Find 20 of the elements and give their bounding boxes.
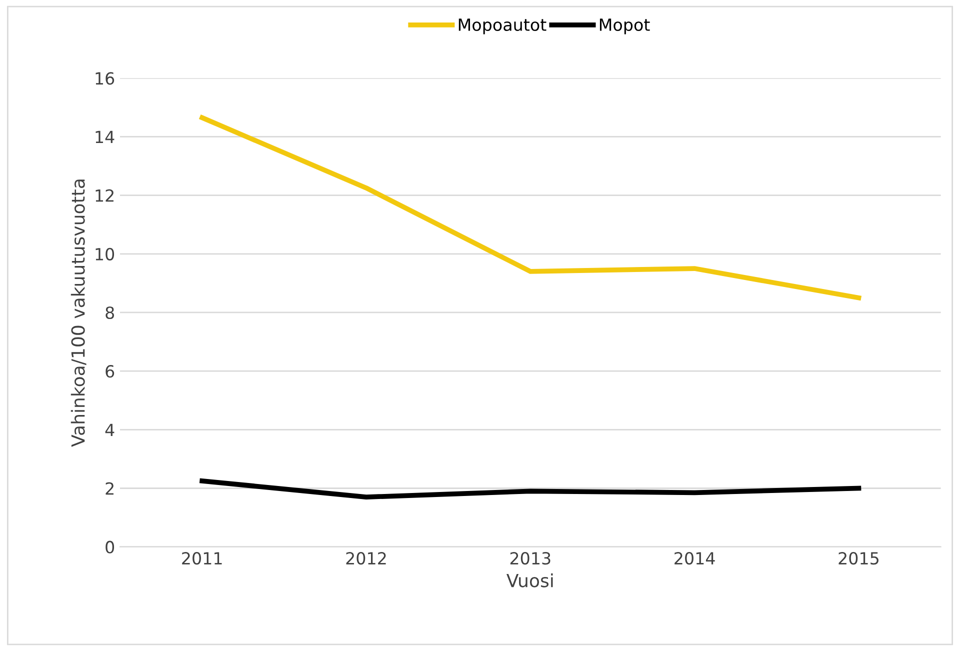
- y-tick-label: 14: [96, 130, 114, 144]
- x-axis-title: Vuosi: [506, 573, 553, 588]
- x-tick-label: 2011: [182, 552, 222, 565]
- y-tick-label: 6: [106, 365, 114, 378]
- legend-label: Mopoautot: [458, 18, 546, 34]
- x-tick-label: 2014: [674, 552, 715, 565]
- y-tick-label: 0: [106, 540, 114, 554]
- y-tick-label: 12: [96, 189, 114, 202]
- x-tick-label: 2013: [510, 552, 550, 565]
- y-tick-label: 10: [96, 248, 114, 260]
- y-tick-label: 16: [96, 72, 114, 85]
- y-tick-label: 8: [106, 306, 114, 320]
- line-series: [200, 478, 862, 500]
- x-tick-label: 2015: [838, 552, 878, 565]
- x-tick-label: 2012: [346, 552, 386, 565]
- legend-label: Mopot: [600, 18, 650, 34]
- y-tick-label: 4: [105, 424, 114, 436]
- y-axis-title: Vahinkoa/100 vakuutusvuotta: [70, 180, 86, 447]
- y-tick-label: 2: [106, 482, 114, 495]
- line-series: [200, 115, 862, 300]
